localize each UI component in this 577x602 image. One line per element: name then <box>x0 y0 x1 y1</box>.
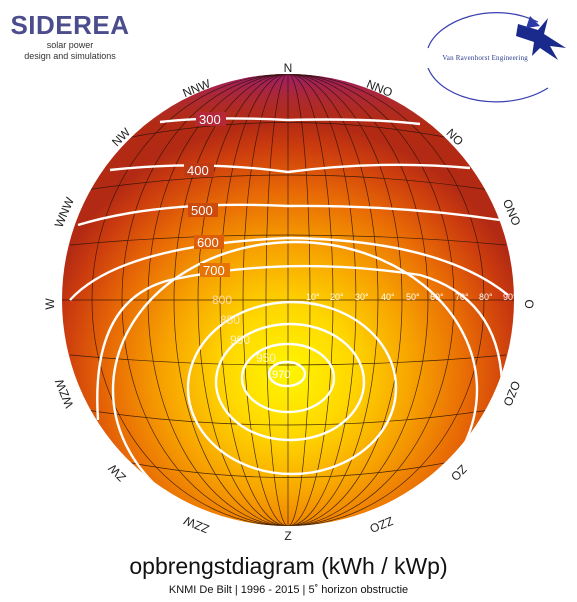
compass-wnw: WNW <box>52 195 77 230</box>
compass-n: N <box>284 61 293 75</box>
brand-tagline-1: solar power <box>46 40 94 50</box>
brand-tagline-2: design and simulations <box>24 51 116 61</box>
elevation-label-50: 50° <box>406 292 420 302</box>
contour-950 <box>240 342 336 414</box>
contour-label-850: 850 <box>220 313 240 327</box>
contour-label-700: 700 <box>203 263 225 278</box>
grid-lines <box>62 74 514 526</box>
contour-800 <box>111 240 479 526</box>
compass-o: O <box>522 299 536 308</box>
elevation-label-70: 70° <box>455 292 469 302</box>
compass-w: W <box>43 298 57 310</box>
elevation-label-60: 60° <box>430 292 444 302</box>
contour-label-800: 800 <box>212 293 232 307</box>
contour-600 <box>69 236 509 301</box>
contour-500 <box>77 203 501 227</box>
elevation-label-30: 30° <box>355 292 369 302</box>
contour-label-970: 970 <box>272 369 290 381</box>
elevation-label-80: 80° <box>479 292 493 302</box>
elevation-labels: 10° 20° 30° 40° 50° 60° 70° 80° 90° <box>306 292 517 302</box>
contour-900 <box>214 322 366 442</box>
contour-400 <box>109 163 471 174</box>
compass-zo: ZO <box>448 462 470 484</box>
compass-zzo: ZZO <box>368 514 395 536</box>
compass-z: Z <box>284 529 291 543</box>
elevation-label-10: 10° <box>306 292 320 302</box>
eagle-logo-icon <box>427 12 566 103</box>
company-logo: Van Ravenhorst Engineering <box>398 8 570 108</box>
contour-700 <box>96 264 504 421</box>
contour-300 <box>159 117 421 126</box>
contour-970 <box>267 360 307 388</box>
brand-name: SIDEREA <box>10 10 130 40</box>
logo-text: Van Ravenhorst Engineering <box>442 54 528 62</box>
compass-wzw: WZW <box>52 376 76 410</box>
diagram-subtitle: KNMI De Bilt | 1996 - 2015 | 5˚ horizon … <box>168 584 409 596</box>
contour-label-500: 500 <box>191 203 213 218</box>
contour-label-600: 600 <box>197 235 219 250</box>
contour-label-300: 300 <box>199 112 221 127</box>
brand-block: SIDEREA solar power design and simulatio… <box>10 10 130 62</box>
elevation-label-90: 90° <box>503 292 517 302</box>
contour-label-900: 900 <box>230 333 250 347</box>
compass-zw: ZW <box>105 461 129 485</box>
compass-zzw: ZZW <box>181 513 211 536</box>
contour-label-400: 400 <box>187 163 209 178</box>
compass-ozo: OZO <box>500 379 523 408</box>
elevation-label-20: 20° <box>330 292 344 302</box>
contour-label-950: 950 <box>256 351 276 365</box>
compass-ono: ONO <box>500 197 524 228</box>
yield-contours <box>69 117 509 526</box>
elevation-label-40: 40° <box>381 292 395 302</box>
contour-850 <box>186 300 398 476</box>
contour-labels: 300 400 500 600 700 800 850 900 950 970 <box>184 112 290 381</box>
diagram-title: opbrengstdiagram (kWh / kWp) <box>129 553 448 579</box>
